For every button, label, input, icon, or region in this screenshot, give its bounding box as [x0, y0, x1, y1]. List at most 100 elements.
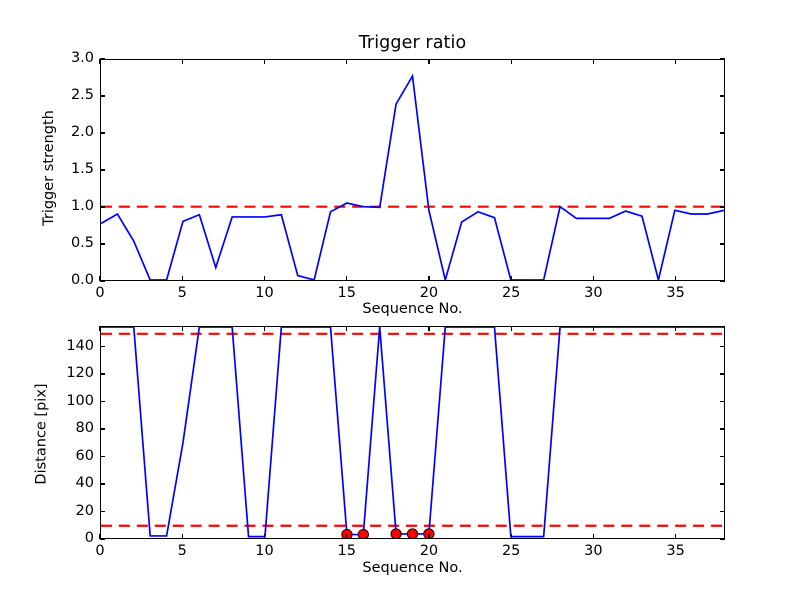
data-point-marker — [341, 529, 353, 538]
x-tick-mark — [675, 276, 677, 281]
y-tick-mark — [100, 132, 105, 134]
x-axis-label-bottom: Sequence No. — [362, 560, 463, 576]
y-tick-mark — [100, 58, 105, 60]
y-tick-mark — [100, 206, 105, 208]
y-tick-mark-right — [720, 132, 725, 134]
y-tick-label: 40 — [75, 475, 94, 492]
plot-clip-top — [101, 60, 724, 280]
trigger-ratio-series-svg — [101, 73, 724, 280]
y-tick-mark — [100, 510, 105, 513]
y-tick-mark — [100, 428, 105, 430]
y-tick-mark-right — [720, 538, 725, 540]
y-tick-mark — [100, 483, 105, 485]
y-tick-mark — [100, 538, 105, 540]
chart-title-trigger-ratio: Trigger ratio — [358, 33, 467, 53]
y-tick-label: 3.0 — [70, 50, 94, 66]
x-tick-mark — [181, 276, 183, 281]
x-tick-mark — [510, 276, 512, 281]
y-tick-label: 140 — [66, 337, 94, 354]
data-point-marker — [357, 529, 369, 538]
y-tick-mark-right — [720, 280, 725, 282]
y-tick-label: 20 — [75, 502, 94, 519]
x-tick-label: 20 — [419, 285, 439, 301]
x-tick-mark-top — [99, 59, 101, 64]
x-tick-label: 10 — [255, 543, 274, 559]
series-line — [101, 73, 724, 280]
x-tick-mark-top — [592, 326, 594, 331]
x-tick-mark-top — [346, 59, 348, 64]
plot-clip-bottom — [101, 327, 724, 538]
y-tick-label: 2.5 — [70, 87, 94, 103]
x-tick-mark-top — [99, 326, 101, 331]
x-tick-mark-top — [510, 59, 512, 64]
x-tick-mark-top — [675, 59, 677, 64]
x-tick-label: 5 — [177, 285, 187, 301]
x-tick-label: 0 — [95, 285, 105, 301]
x-tick-mark — [592, 534, 594, 539]
x-tick-mark-top — [510, 326, 512, 331]
y-tick-mark-right — [720, 346, 725, 348]
y-tick-mark — [100, 169, 105, 171]
y-tick-label: 100 — [66, 392, 94, 409]
y-tick-mark-right — [720, 373, 725, 375]
y-tick-mark — [100, 346, 105, 348]
data-point-marker — [406, 528, 419, 538]
y-tick-label: 0.5 — [70, 235, 94, 251]
x-tick-label: 5 — [177, 543, 187, 559]
y-tick-mark-right — [720, 483, 725, 485]
x-tick-label: 20 — [419, 543, 439, 559]
x-tick-mark — [99, 276, 101, 281]
y-tick-label: 1.5 — [70, 161, 94, 177]
x-tick-mark-top — [428, 326, 430, 331]
y-tick-mark — [100, 455, 105, 458]
x-tick-mark — [346, 534, 348, 539]
y-tick-mark-right — [720, 455, 725, 458]
y-tick-mark — [100, 243, 105, 245]
y-tick-mark — [100, 280, 105, 282]
plot-area-trigger-ratio — [100, 59, 725, 281]
x-tick-mark-top — [181, 59, 183, 64]
y-tick-label: 1.0 — [70, 198, 94, 214]
x-axis-label-top: Sequence No. — [362, 301, 463, 317]
y-tick-mark-right — [720, 510, 725, 513]
y-tick-label: 80 — [75, 420, 94, 437]
y-tick-mark-right — [720, 58, 725, 60]
x-tick-mark-top — [263, 326, 266, 331]
x-tick-label: 35 — [666, 543, 685, 559]
y-tick-mark-right — [720, 243, 725, 245]
x-tick-mark — [263, 276, 266, 281]
x-tick-label: 30 — [584, 543, 603, 559]
x-tick-mark-top — [263, 59, 266, 64]
x-tick-mark — [428, 276, 430, 281]
x-tick-mark-top — [592, 59, 594, 64]
y-tick-mark — [100, 95, 105, 97]
x-tick-mark — [99, 534, 101, 539]
distance-series-svg — [101, 327, 724, 538]
x-tick-label: 10 — [255, 285, 274, 301]
y-tick-mark-right — [720, 206, 725, 208]
x-tick-label: 25 — [501, 543, 521, 559]
y-tick-label: 120 — [66, 365, 94, 382]
y-tick-mark-right — [720, 428, 725, 430]
x-tick-mark-top — [675, 326, 677, 331]
x-tick-label: 30 — [584, 285, 603, 301]
x-tick-mark — [510, 534, 512, 539]
x-tick-mark — [675, 534, 677, 539]
y-tick-label: 0 — [84, 530, 94, 546]
x-tick-mark — [428, 534, 430, 539]
y-tick-label: 0.0 — [70, 272, 94, 288]
x-tick-label: 35 — [666, 285, 685, 301]
x-tick-mark-top — [346, 326, 348, 331]
x-tick-mark-top — [428, 59, 430, 64]
y-tick-mark-right — [720, 169, 725, 171]
plot-area-distance — [100, 326, 725, 539]
data-point-marker — [390, 528, 402, 538]
series-line — [101, 327, 724, 538]
y-tick-mark — [100, 400, 105, 403]
y-tick-label: 60 — [75, 447, 94, 464]
x-tick-mark — [181, 534, 183, 539]
data-point-marker — [423, 528, 435, 538]
x-tick-label: 25 — [501, 285, 521, 301]
x-tick-label: 15 — [337, 285, 356, 301]
